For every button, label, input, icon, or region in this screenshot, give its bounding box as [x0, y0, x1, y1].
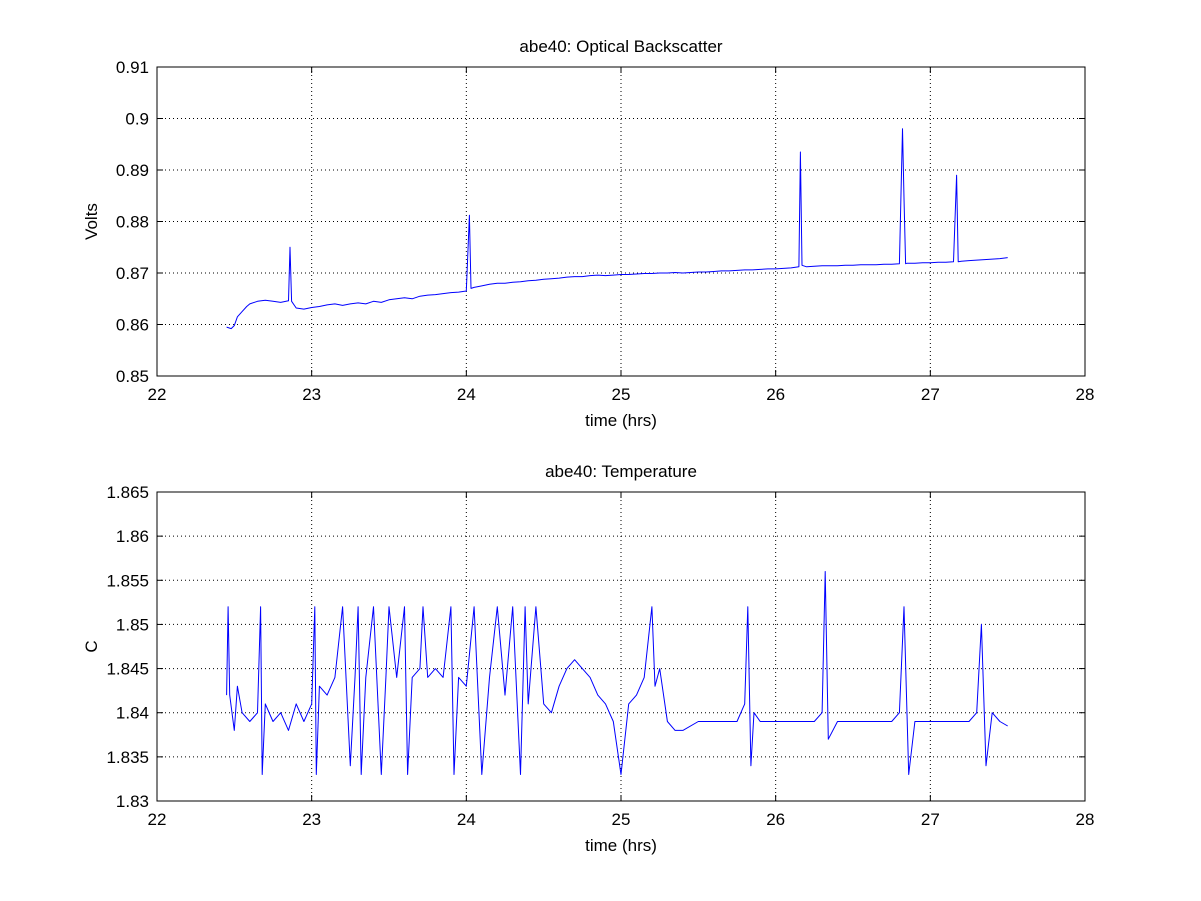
x-tick-label: 24	[457, 810, 476, 829]
y-tick-label: 1.855	[106, 571, 149, 590]
x-tick-label: 26	[766, 385, 785, 404]
y-tick-label: 1.86	[116, 527, 149, 546]
x-tick-label: 27	[921, 810, 940, 829]
y-axis-label: C	[82, 640, 101, 652]
y-tick-label: 0.88	[116, 213, 149, 232]
x-tick-label: 26	[766, 810, 785, 829]
series-line	[226, 571, 1008, 775]
temperature-plot: 22 23 24 25 26 27 28 1.83 1.835 1.84 1.845 1.85 1.85…	[82, 462, 1094, 855]
x-axis-label: time (hrs)	[585, 411, 657, 430]
y-tick-label: 0.85	[116, 367, 149, 386]
chart-title: abe40: Optical Backscatter	[519, 37, 723, 56]
y-tick-label: 1.845	[106, 660, 149, 679]
axes-box	[156, 491, 1086, 802]
x-tick-label: 27	[921, 385, 940, 404]
chart-title: abe40: Temperature	[545, 462, 697, 481]
y-tick-label: 0.91	[116, 58, 149, 77]
x-tick-label: 25	[612, 385, 631, 404]
y-tick-label: 0.89	[116, 161, 149, 180]
x-tick-label: 23	[302, 385, 321, 404]
y-tick-label: 1.835	[106, 748, 149, 767]
x-tick-label: 22	[148, 810, 167, 829]
y-tick-label: 1.83	[116, 792, 149, 811]
y-tick-label: 0.9	[125, 110, 149, 129]
y-tick-label: 1.85	[116, 615, 149, 634]
x-tick-label: 25	[612, 810, 631, 829]
x-tick-label: 28	[1076, 810, 1095, 829]
x-tick-label: 23	[302, 810, 321, 829]
x-tick-label: 28	[1076, 385, 1095, 404]
y-tick-label: 0.87	[116, 264, 149, 283]
x-tick-label: 24	[457, 385, 476, 404]
y-tick-label: 1.865	[106, 483, 149, 502]
x-tick-label: 22	[148, 385, 167, 404]
optical-backscatter-plot: 22 23 24 25 26 27 28 0.85 0.86 0.87 0.88 0.89 0.9 0.9…	[82, 37, 1094, 430]
y-axis-label: Volts	[82, 203, 101, 240]
y-tick-label: 1.84	[116, 704, 149, 723]
y-tick-label: 0.86	[116, 316, 149, 335]
x-axis-label: time (hrs)	[585, 836, 657, 855]
series-line	[226, 128, 1008, 330]
